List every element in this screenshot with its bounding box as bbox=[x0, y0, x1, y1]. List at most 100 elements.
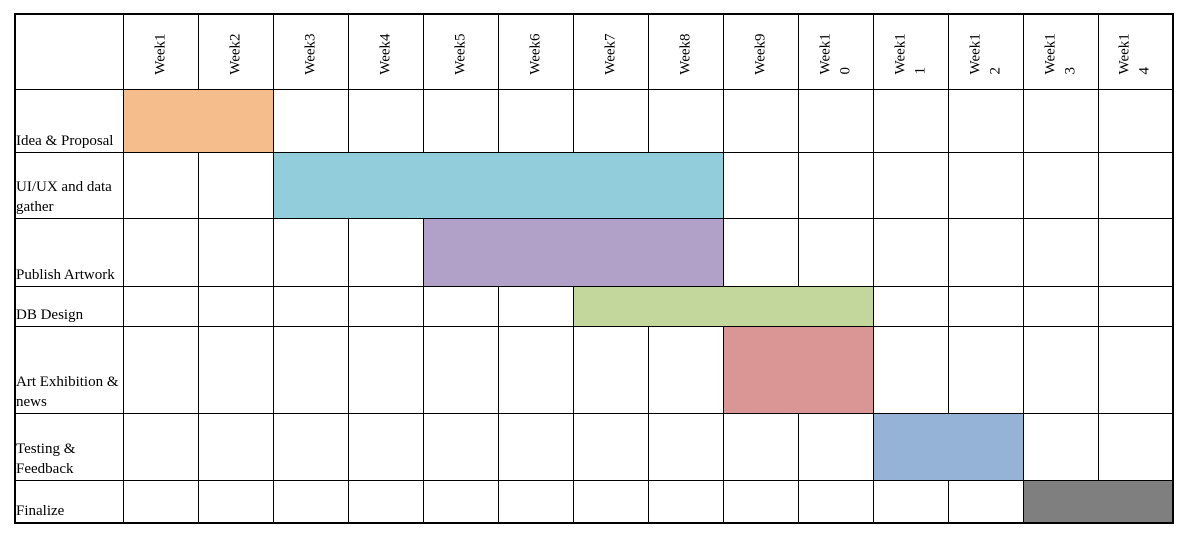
week-cell bbox=[197, 285, 274, 327]
week-header-label: Week7 bbox=[601, 33, 618, 75]
week-cell bbox=[872, 325, 949, 414]
week-cell bbox=[947, 285, 1024, 327]
week-cell bbox=[797, 88, 874, 153]
week-cell bbox=[1022, 285, 1099, 327]
week-cell bbox=[872, 285, 949, 327]
week-header-label: Week9 bbox=[751, 33, 768, 75]
week-cell bbox=[347, 217, 424, 287]
week-cell bbox=[797, 412, 874, 481]
week-header: Week6 bbox=[497, 13, 574, 90]
week-cell bbox=[872, 217, 949, 287]
week-cell bbox=[572, 412, 649, 481]
week-cell bbox=[1097, 217, 1174, 287]
week-header: Week9 bbox=[722, 13, 799, 90]
week-header-label: Week3 bbox=[301, 33, 318, 75]
week-cell bbox=[1022, 412, 1099, 481]
task-row: Idea & Proposal bbox=[14, 88, 1174, 153]
week-header: Week8 bbox=[647, 13, 724, 90]
task-label: UI/UX and data gather bbox=[14, 151, 124, 219]
week-header-label: Week13 bbox=[1042, 33, 1078, 75]
week-cell bbox=[497, 88, 574, 153]
task-label: Art Exhibition & news bbox=[14, 325, 124, 414]
week-cell bbox=[947, 151, 1024, 219]
week-cell bbox=[1097, 151, 1174, 219]
week-cell bbox=[1097, 412, 1174, 481]
week-cell bbox=[647, 325, 724, 414]
header-row: Week1 Week2 Week3 Week4 Week5 Week6 Week7 Week8… bbox=[14, 13, 1174, 90]
week-cell bbox=[722, 479, 799, 524]
week-cell bbox=[1022, 325, 1099, 414]
week-cell bbox=[947, 479, 1024, 524]
task-row: Art Exhibition & news bbox=[14, 325, 1174, 414]
week-cell bbox=[722, 412, 799, 481]
week-cell bbox=[572, 325, 649, 414]
week-cell bbox=[422, 88, 499, 153]
week-cell bbox=[722, 88, 799, 153]
task-label: DB Design bbox=[14, 285, 124, 327]
week-cell bbox=[422, 285, 499, 327]
week-cell bbox=[722, 217, 799, 287]
week-header: Week12 bbox=[947, 13, 1024, 90]
week-cell bbox=[197, 217, 274, 287]
week-cell bbox=[572, 479, 649, 524]
task-row: Finalize bbox=[14, 479, 1174, 524]
gantt-bar bbox=[1022, 479, 1174, 524]
week-cell bbox=[122, 325, 199, 414]
week-cell bbox=[1097, 285, 1174, 327]
week-cell bbox=[122, 479, 199, 524]
week-cell bbox=[347, 479, 424, 524]
week-header-label: Week11 bbox=[892, 33, 928, 75]
week-header-label: Week2 bbox=[226, 33, 243, 75]
week-cell bbox=[272, 412, 349, 481]
week-cell bbox=[122, 285, 199, 327]
week-cell bbox=[272, 217, 349, 287]
week-cell bbox=[797, 217, 874, 287]
week-header: Week3 bbox=[272, 13, 349, 90]
week-cell bbox=[272, 285, 349, 327]
week-header: Week4 bbox=[347, 13, 424, 90]
week-cell bbox=[347, 285, 424, 327]
week-cell bbox=[647, 412, 724, 481]
week-header: Week11 bbox=[872, 13, 949, 90]
week-cell bbox=[422, 412, 499, 481]
week-header-label: Week4 bbox=[376, 33, 393, 75]
week-header: Week14 bbox=[1097, 13, 1174, 90]
task-row: Testing & Feedback bbox=[14, 412, 1174, 481]
week-header-label: Week10 bbox=[817, 33, 853, 75]
week-header-label: Week12 bbox=[967, 33, 1003, 75]
week-cell bbox=[1022, 217, 1099, 287]
week-cell bbox=[1022, 151, 1099, 219]
week-cell bbox=[1097, 325, 1174, 414]
week-cell bbox=[947, 217, 1024, 287]
week-header-label: Week14 bbox=[1116, 33, 1153, 75]
week-cell bbox=[1022, 88, 1099, 153]
week-cell bbox=[272, 88, 349, 153]
week-cell bbox=[497, 479, 574, 524]
week-cell bbox=[497, 285, 574, 327]
week-cell bbox=[347, 412, 424, 481]
week-cell bbox=[197, 412, 274, 481]
week-cell bbox=[872, 88, 949, 153]
week-cell bbox=[272, 325, 349, 414]
gantt-table: Week1 Week2 Week3 Week4 Week5 Week6 Week7 Week8… bbox=[14, 13, 1174, 524]
corner-cell bbox=[14, 13, 124, 90]
gantt-bar bbox=[122, 88, 274, 153]
week-header: Week13 bbox=[1022, 13, 1099, 90]
gantt-bar bbox=[872, 412, 1024, 481]
week-cell bbox=[122, 151, 199, 219]
week-cell bbox=[797, 151, 874, 219]
week-cell bbox=[647, 479, 724, 524]
week-cell bbox=[122, 412, 199, 481]
gantt-chart-container: Week1 Week2 Week3 Week4 Week5 Week6 Week7 Week8… bbox=[14, 13, 1174, 524]
week-header: Week5 bbox=[422, 13, 499, 90]
week-header: Week10 bbox=[797, 13, 874, 90]
gantt-bar bbox=[272, 151, 724, 219]
week-header: Week2 bbox=[197, 13, 274, 90]
week-cell bbox=[647, 88, 724, 153]
week-cell bbox=[947, 88, 1024, 153]
week-header-label: Week8 bbox=[676, 33, 693, 75]
gantt-bar bbox=[722, 325, 874, 414]
task-row: Publish Artwork bbox=[14, 217, 1174, 287]
week-cell bbox=[797, 479, 874, 524]
